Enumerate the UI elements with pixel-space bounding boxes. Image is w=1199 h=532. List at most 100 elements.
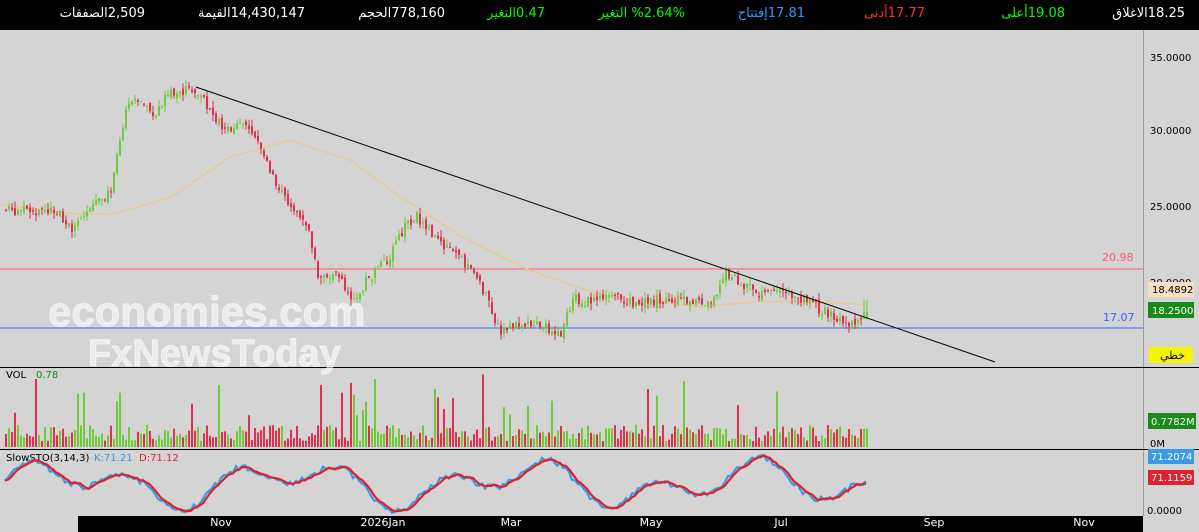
volume-bar (824, 438, 826, 447)
candle-body (836, 318, 838, 322)
candle-body (386, 261, 388, 264)
volume-bar (830, 429, 832, 447)
volume-bar (317, 425, 319, 447)
candle-body (176, 93, 178, 99)
candle-body (431, 225, 433, 237)
x-tick-label: Nov (1073, 516, 1095, 529)
volume-bar (452, 398, 454, 447)
volume-bar (725, 429, 727, 447)
candle-body (191, 89, 193, 92)
volume-bar (131, 440, 133, 447)
volume-bar (722, 434, 724, 447)
volume-bar (833, 432, 835, 447)
candle-body (752, 284, 754, 290)
candle-body (497, 323, 499, 324)
candle-body (716, 294, 718, 297)
stochastic-zero-tick: 0.0000 (1147, 506, 1182, 517)
candle-body (284, 187, 286, 196)
volume-bar (773, 428, 775, 447)
volume-bar (152, 438, 154, 447)
candle-body (626, 303, 628, 305)
volume-bar (617, 438, 619, 447)
volume-bar (146, 424, 148, 447)
candle-body (395, 240, 397, 244)
volume-bar (689, 429, 691, 447)
volume-bar (854, 435, 856, 447)
volume-bar (320, 384, 322, 447)
volume-bar (848, 429, 850, 447)
y-tick-30: 30.0000 (1150, 126, 1191, 137)
candle-body (245, 121, 247, 126)
candle-body (746, 283, 748, 289)
volume-bar (767, 431, 769, 447)
volume-bar (410, 431, 412, 447)
volume-bar (125, 439, 127, 447)
candle-body (62, 211, 64, 223)
stock-chart[interactable]: economies.com FxNewsToday 20.98 17.07 35… (0, 30, 1199, 532)
volume-bar (86, 438, 88, 447)
candle-body (407, 220, 409, 224)
candle-body (761, 290, 763, 300)
candle-body (530, 320, 532, 327)
candle-body (167, 95, 169, 97)
volume-bar (44, 426, 46, 447)
volume-bar (758, 437, 760, 447)
candle-body (374, 268, 376, 279)
volume-bar (494, 436, 496, 447)
candle-body (755, 290, 757, 294)
candle-body (722, 278, 724, 284)
volume-bar (821, 435, 823, 447)
candle-body (410, 219, 412, 225)
candle-body (575, 294, 577, 301)
candle-body (602, 294, 604, 300)
candle-body (764, 290, 766, 292)
volume-bar (26, 433, 28, 447)
volume-bar (233, 440, 235, 447)
volume-bar (704, 433, 706, 447)
volume-bar (656, 395, 658, 447)
candle-body (230, 127, 232, 132)
volume-panel (0, 368, 1143, 450)
candle-body (458, 249, 460, 255)
moving-average-line (0, 139, 868, 308)
candle-body (635, 302, 637, 307)
volume-bar (584, 439, 586, 447)
candle-body (71, 223, 73, 232)
volume-bar (374, 379, 376, 447)
volume-bar (92, 429, 94, 447)
volume-bar (248, 415, 250, 447)
trend-line[interactable] (195, 86, 996, 363)
candle-body (272, 170, 274, 175)
volume-bar (464, 431, 466, 447)
volume-bar (479, 438, 481, 447)
volume-bar (863, 428, 865, 447)
candle-body (638, 299, 640, 305)
volume-bar (182, 437, 184, 447)
candle-body (587, 296, 589, 307)
volume-bar (566, 430, 568, 447)
candle-body (179, 91, 181, 94)
volume-bar (698, 429, 700, 447)
volume-bar (185, 434, 187, 447)
volume-bar (65, 436, 67, 447)
candle-body (713, 296, 715, 306)
candle-body (809, 297, 811, 304)
candle-body (350, 291, 352, 300)
volume-bar (338, 439, 340, 447)
candle-body (686, 296, 688, 304)
quote-change-percent: التغير %2.64% (598, 6, 685, 21)
volume-bar (674, 426, 676, 447)
ma-value-tag: 18.4892 (1152, 285, 1193, 296)
volume-bar (326, 426, 328, 447)
candle-body (485, 291, 487, 294)
candle-body (845, 322, 847, 324)
candle-body (323, 274, 325, 277)
x-tick-label: May (640, 516, 663, 529)
volume-bar (134, 440, 136, 447)
volume-bar (779, 432, 781, 447)
volume-bar (638, 433, 640, 447)
candle-body (98, 198, 100, 203)
candle-body (527, 321, 529, 325)
candle-body (86, 211, 88, 217)
candle-body (224, 127, 226, 129)
